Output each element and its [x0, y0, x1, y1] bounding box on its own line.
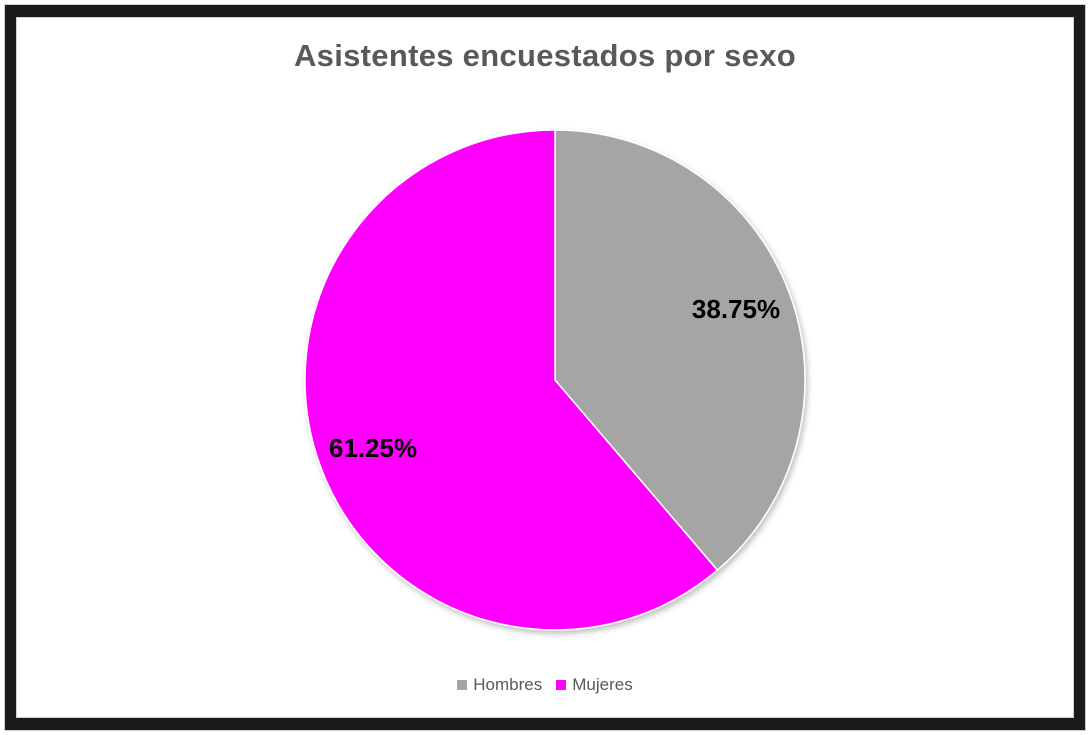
pie-slice-mujeres	[304, 129, 719, 631]
chart-title: Asistentes encuestados por sexo	[293, 38, 797, 73]
legend-swatch-mujeres	[556, 680, 567, 690]
legend-item-hombres: Hombres	[457, 675, 542, 695]
legend-swatch-hombres	[457, 680, 468, 690]
legend-label-hombres: Hombres	[473, 675, 543, 694]
data-label-hombres: 38.75%	[692, 294, 780, 324]
legend-item-mujeres: Mujeres	[556, 675, 633, 695]
legend: Hombres Mujeres	[0, 675, 1090, 695]
pie-slice-hombres	[554, 129, 806, 572]
data-label-mujeres: 61.25%	[329, 433, 417, 463]
legend-label-mujeres: Mujeres	[572, 675, 633, 694]
